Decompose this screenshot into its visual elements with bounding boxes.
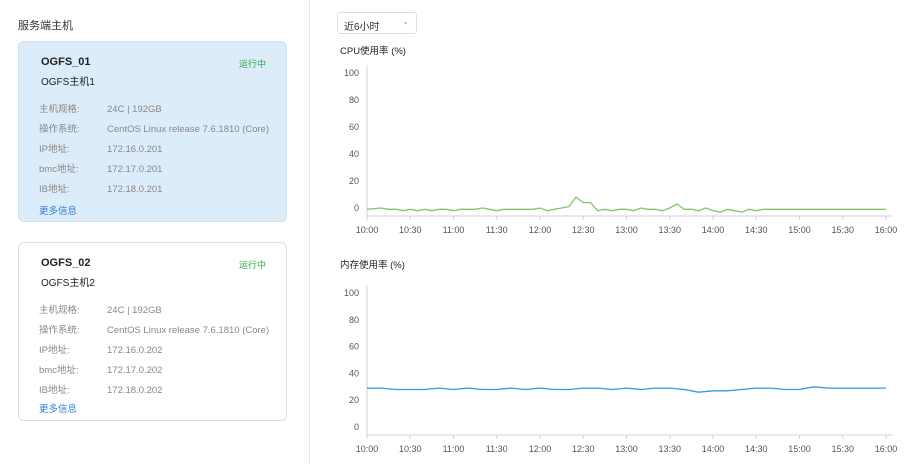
spec-row: 主机规格: 24C | 192GB [39, 101, 162, 115]
x-tick-label: 12:30 [572, 225, 595, 235]
y-tick-label: 20 [349, 176, 359, 186]
chevron-down-icon: ⌄ [402, 17, 409, 26]
os-row: 操作系统: CentOS Linux release 7.6.1810 (Core… [39, 121, 269, 135]
y-tick-label: 40 [349, 149, 359, 159]
x-tick-label: 14:30 [745, 225, 768, 235]
bmc-row: bmc地址: 172.17.0.202 [39, 362, 162, 376]
host-id: OGFS_01 [41, 56, 91, 68]
host-name: OGFS主机2 [41, 278, 95, 289]
field-value: 24C | 192GB [107, 104, 162, 115]
field-value: 172.18.0.202 [107, 385, 163, 396]
y-tick-label: 80 [349, 95, 359, 105]
x-tick-label: 10:30 [399, 225, 422, 235]
spec-row: 主机规格: 24C | 192GB [39, 302, 162, 316]
x-tick-label: 13:30 [658, 444, 681, 454]
host-card-ogfs-01[interactable]: OGFS_01 OGFS主机1 运行中 主机规格: 24C | 192GB 操作系… [18, 41, 287, 222]
host-card-ogfs-02[interactable]: OGFS_02 OGFS主机2 运行中 主机规格: 24C | 192GB 操作系… [18, 242, 287, 421]
status-badge: 运行中 [238, 260, 266, 270]
field-value: CentOS Linux release 7.6.1810 (Core) [107, 124, 270, 135]
ip-row: IP地址: 172.16.0.201 [39, 141, 162, 155]
x-tick-label: 15:00 [788, 225, 811, 235]
x-tick-label: 14:00 [702, 225, 725, 235]
x-tick-label: 12:30 [572, 444, 595, 454]
x-tick-label: 12:00 [529, 444, 552, 454]
field-value: 172.16.0.201 [107, 144, 163, 155]
field-label: IP地址: [39, 144, 70, 155]
time-range-select[interactable]: 近6小时 ⌄ [337, 12, 417, 34]
more-info-link[interactable]: 更多信息 [39, 404, 78, 415]
x-tick-label: 13:00 [615, 225, 638, 235]
x-tick-label: 13:00 [615, 444, 638, 454]
y-tick-label: 0 [354, 203, 359, 213]
y-tick-label: 0 [354, 422, 359, 432]
x-tick-label: 15:30 [831, 444, 854, 454]
field-value: 172.17.0.201 [107, 164, 163, 175]
x-tick-label: 15:00 [788, 444, 811, 454]
field-label: bmc地址: [39, 164, 79, 175]
x-tick-label: 11:00 [443, 444, 465, 454]
bmc-row: bmc地址: 172.17.0.201 [39, 161, 162, 175]
y-tick-label: 20 [349, 395, 359, 405]
y-tick-label: 60 [349, 342, 359, 352]
field-label: IP地址: [39, 345, 70, 356]
memory-chart-title: 内存使用率 (%) [340, 260, 405, 271]
x-tick-label: 10:00 [356, 225, 379, 235]
x-tick-label: 16:00 [875, 225, 898, 235]
memory-usage-chart: 0 20 40 60 80 100 10:00 10:30 11:00 11:30 12:00 12:… [344, 285, 898, 454]
more-info-link[interactable]: 更多信息 [39, 206, 78, 217]
field-label: bmc地址: [39, 365, 79, 376]
host-name: OGFS主机1 [41, 77, 95, 88]
ib-row: IB地址: 172.18.0.202 [39, 382, 162, 396]
field-label: 主机规格: [39, 104, 80, 115]
field-label: 主机规格: [39, 305, 80, 316]
x-tick-label: 14:00 [702, 444, 725, 454]
status-badge: 运行中 [238, 59, 266, 69]
field-label: 操作系统: [39, 124, 80, 135]
field-value: CentOS Linux release 7.6.1810 (Core) [107, 325, 270, 336]
x-tick-label: 11:30 [486, 225, 508, 235]
series-line [366, 196, 886, 213]
y-tick-label: 80 [349, 315, 359, 325]
x-tick-label: 15:30 [831, 225, 854, 235]
field-label: 操作系统: [39, 325, 80, 336]
x-tick-label: 11:00 [443, 225, 465, 235]
field-value: 172.17.0.202 [107, 365, 163, 376]
section-title: 服务端主机 [18, 20, 73, 32]
host-id: OGFS_02 [41, 257, 91, 269]
y-tick-label: 40 [349, 368, 359, 378]
x-tick-label: 13:30 [658, 225, 681, 235]
x-tick-label: 12:00 [529, 225, 552, 235]
x-tick-label: 14:30 [745, 444, 768, 454]
os-row: 操作系统: CentOS Linux release 7.6.1810 (Core… [39, 322, 269, 336]
ip-row: IP地址: 172.16.0.202 [39, 342, 162, 356]
x-tick-label: 10:30 [399, 444, 422, 454]
field-value: 172.18.0.201 [107, 184, 163, 195]
y-tick-label: 100 [344, 288, 359, 298]
y-tick-label: 60 [349, 122, 359, 132]
field-label: IB地址: [39, 385, 70, 396]
x-tick-label: 10:00 [356, 444, 379, 454]
ib-row: IB地址: 172.18.0.201 [39, 181, 162, 195]
series-line [367, 386, 886, 393]
y-tick-label: 100 [344, 68, 359, 78]
x-tick-label: 11:30 [486, 444, 508, 454]
field-value: 24C | 192GB [107, 305, 162, 316]
cpu-chart-title: CPU使用率 (%) [340, 46, 406, 57]
host-list-panel: 服务端主机 OGFS_01 OGFS主机1 运行中 主机规格: 24C | 192… [0, 0, 310, 464]
time-range-value: 近6小时 [344, 22, 380, 33]
x-tick-label: 16:00 [875, 444, 898, 454]
field-label: IB地址: [39, 184, 70, 195]
cpu-usage-chart: 0 20 40 60 80 100 10:00 10:30 11:00 11:30 12:00 12:… [344, 65, 898, 235]
field-value: 172.16.0.202 [107, 345, 163, 356]
